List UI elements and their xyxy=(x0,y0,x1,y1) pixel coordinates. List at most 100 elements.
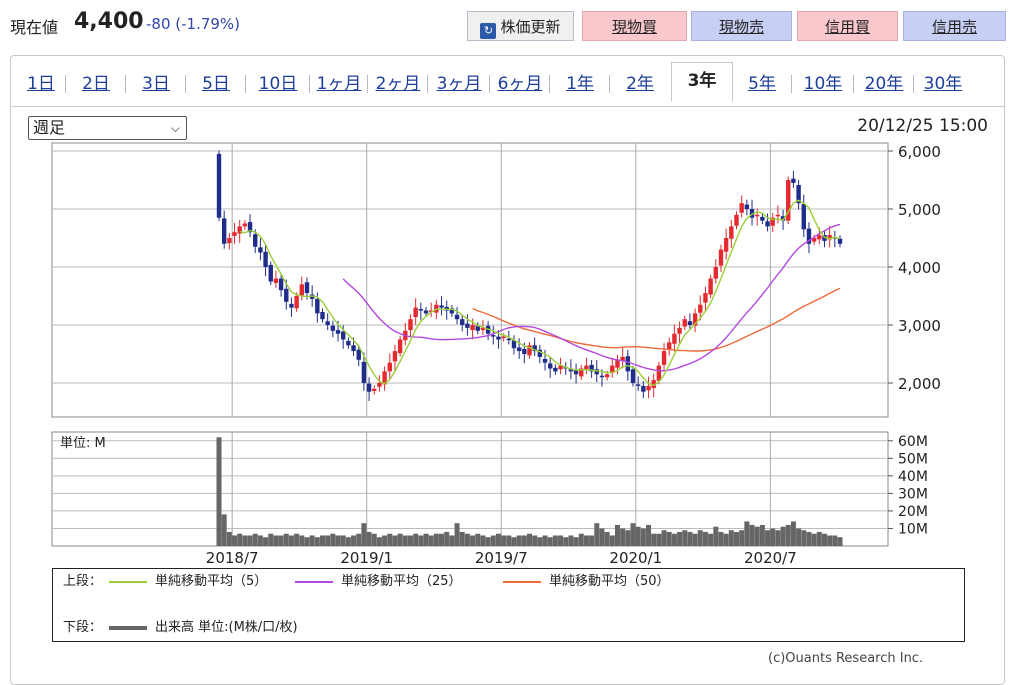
volume-bar xyxy=(702,531,708,546)
refresh-label: 株価更新 xyxy=(500,18,561,36)
tab-10[interactable]: 2年 xyxy=(626,74,654,94)
volume-bar xyxy=(651,533,657,546)
candle-body xyxy=(351,345,356,352)
candle-body xyxy=(320,312,325,320)
tab-4[interactable]: 10日 xyxy=(258,74,298,94)
period-select[interactable]: 週足 ⌵ xyxy=(28,116,187,140)
tab-11[interactable]: 3年 xyxy=(671,62,733,102)
tab-1[interactable]: 2日 xyxy=(82,74,110,94)
volume-bar xyxy=(832,535,838,546)
volume-bar xyxy=(242,535,248,546)
volume-bar xyxy=(563,537,569,546)
candle-body xyxy=(511,340,517,349)
candle-body xyxy=(506,338,511,341)
volume-bar xyxy=(376,537,382,546)
tab-8[interactable]: 6ヶ月 xyxy=(497,74,543,94)
volume-bar xyxy=(796,528,802,546)
candle-body xyxy=(263,251,268,267)
volume-bar xyxy=(775,530,781,546)
volume-bar xyxy=(413,533,419,546)
tab-15[interactable]: 30年 xyxy=(923,74,963,94)
volume-bar xyxy=(547,537,553,546)
volume-bar xyxy=(299,535,305,546)
tab-0[interactable]: 1日 xyxy=(27,74,55,94)
margin-buy-button[interactable]: 信用買 xyxy=(797,11,898,41)
tab-7[interactable]: 3ヶ月 xyxy=(436,74,482,94)
candle-body xyxy=(791,178,796,183)
volume-bar xyxy=(387,533,393,546)
volume-bar xyxy=(609,535,615,546)
volume-tick-label: 40M xyxy=(898,469,928,485)
volume-bar xyxy=(252,533,258,546)
volume-bar xyxy=(232,535,238,546)
volume-bar xyxy=(770,528,776,546)
candle-body xyxy=(604,374,610,378)
volume-bar xyxy=(268,533,274,546)
cash-buy-button[interactable]: 現物買 xyxy=(582,11,687,41)
volume-bar xyxy=(630,523,636,546)
volume-bar xyxy=(780,526,786,546)
volume-bar xyxy=(604,531,610,546)
candle-body xyxy=(796,184,801,204)
tab-13[interactable]: 10年 xyxy=(803,74,843,94)
candle-body xyxy=(620,356,625,361)
candle-body xyxy=(739,203,744,213)
volume-bar xyxy=(325,535,331,546)
volume-bar xyxy=(677,531,683,546)
volume-bar xyxy=(790,521,796,546)
candle-body xyxy=(625,356,631,372)
candle-body xyxy=(553,367,558,372)
legend-ma25: 単純移動平均（25） xyxy=(295,573,462,591)
candle-body xyxy=(755,214,760,217)
volume-bar xyxy=(490,535,496,546)
date-tick-label: 2018/7 xyxy=(206,549,259,567)
candle-body xyxy=(765,221,770,227)
candle-body xyxy=(698,304,703,313)
candle-body xyxy=(573,370,579,375)
candle-body xyxy=(780,216,786,221)
volume-bar xyxy=(614,524,620,546)
price-change: -80 (-1.79%) xyxy=(146,15,241,33)
refresh-icon: ↻ xyxy=(480,23,497,39)
candle-body xyxy=(723,238,729,252)
margin-sell-label: 信用売 xyxy=(931,18,977,36)
candle-body xyxy=(594,369,599,375)
ma5-line xyxy=(239,199,841,387)
candle-body xyxy=(227,238,232,244)
cash-sell-button[interactable]: 現物売 xyxy=(691,11,792,41)
tab-12[interactable]: 5年 xyxy=(748,74,776,94)
refresh-price-button[interactable]: ↻ 株価更新 xyxy=(467,11,574,41)
volume-bar xyxy=(402,535,408,546)
tab-2[interactable]: 3日 xyxy=(142,74,170,94)
price-tick-label: 2,000 xyxy=(898,375,941,393)
tab-5[interactable]: 1ヶ月 xyxy=(316,74,362,94)
tab-14[interactable]: 20年 xyxy=(864,74,904,94)
tab-6[interactable]: 2ヶ月 xyxy=(375,74,421,94)
volume-bar xyxy=(801,530,807,546)
volume-bar xyxy=(744,521,750,546)
candle-body xyxy=(382,371,387,385)
candle-body xyxy=(361,361,367,383)
candle-body xyxy=(837,238,843,244)
volume-bar xyxy=(294,533,300,546)
current-price-value: 4,400 xyxy=(74,9,144,34)
date-tick-label: 2019/7 xyxy=(475,549,528,567)
candle-body xyxy=(335,330,341,334)
volume-bar xyxy=(485,537,491,546)
volume-tick-label: 30M xyxy=(898,486,928,502)
margin-sell-button[interactable]: 信用売 xyxy=(903,11,1006,41)
candle-body xyxy=(713,267,718,279)
tab-3[interactable]: 5日 xyxy=(202,74,230,94)
candle-body xyxy=(392,351,398,362)
tab-9[interactable]: 1年 xyxy=(566,74,594,94)
candle-body xyxy=(242,223,248,227)
tab-separator xyxy=(609,75,610,93)
candle-body xyxy=(341,331,346,340)
volume-bar xyxy=(288,535,294,546)
volume-bar xyxy=(739,530,745,546)
candle-body xyxy=(811,238,817,242)
volume-bar xyxy=(257,535,263,546)
ma5-swatch xyxy=(109,580,147,583)
margin-buy-label: 信用買 xyxy=(824,18,870,36)
legend-volume: 出来高 単位:(M株/口/枚) xyxy=(109,619,298,637)
